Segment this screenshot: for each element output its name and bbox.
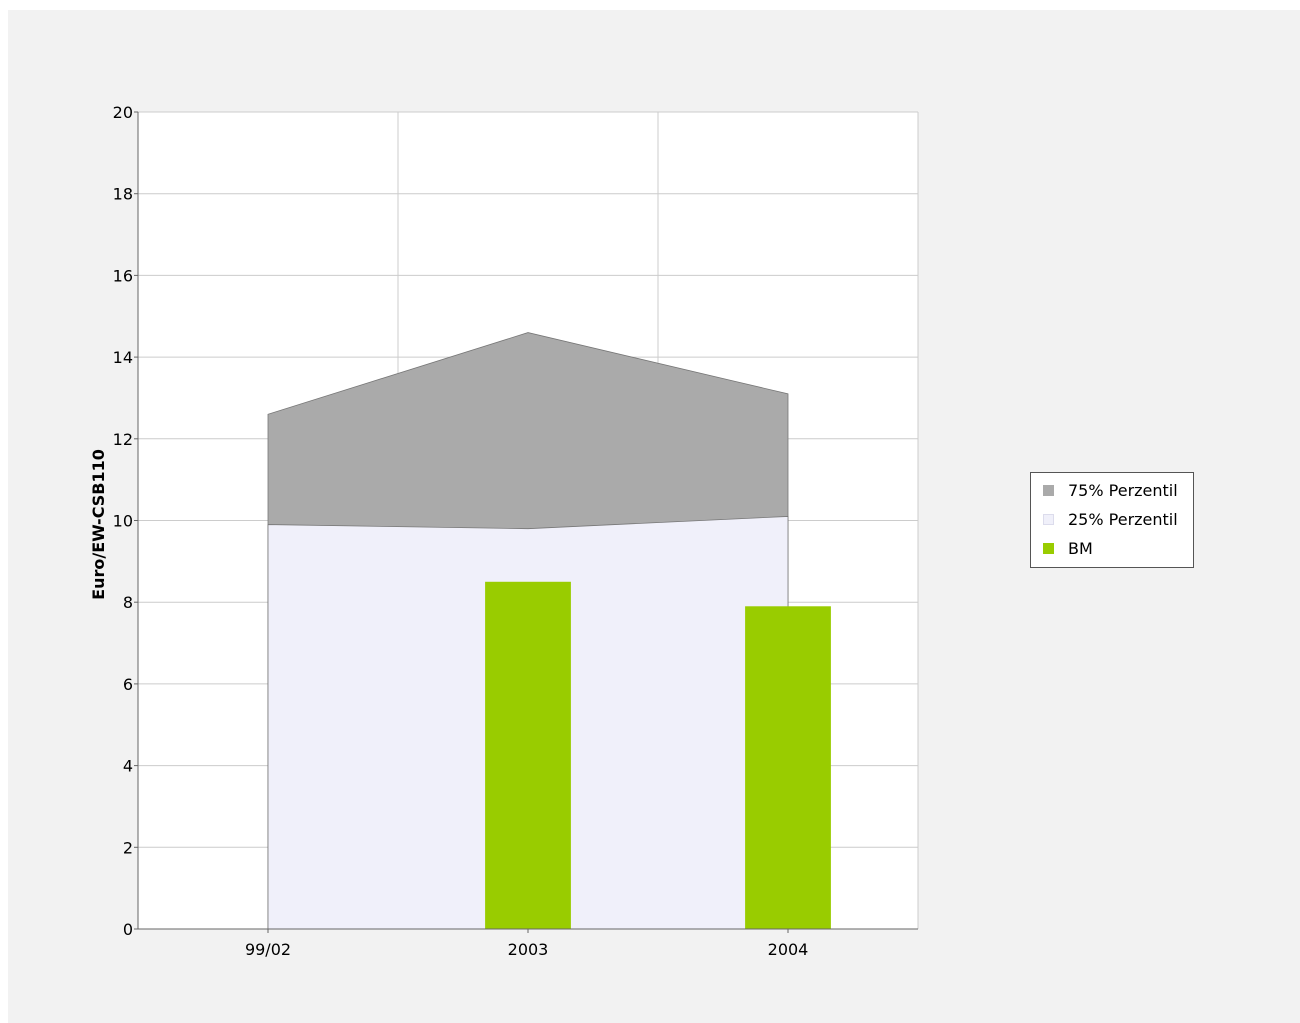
y-tick-label: 4	[123, 757, 133, 776]
bar-2004	[745, 606, 831, 929]
x-tick-label: 2004	[768, 940, 809, 959]
legend-item: BM	[1043, 538, 1093, 558]
y-tick-label: 2	[123, 838, 133, 857]
legend-swatch	[1043, 513, 1054, 525]
bar-2003	[485, 581, 571, 929]
y-tick-label: 20	[113, 103, 133, 122]
y-tick-label: 12	[113, 430, 133, 449]
legend-item: 75% Perzentil	[1043, 480, 1178, 500]
y-tick-label: 10	[113, 512, 133, 531]
legend-label: 75% Perzentil	[1068, 480, 1178, 500]
legend-item: 25% Perzentil	[1043, 509, 1178, 529]
y-tick-label: 0	[123, 920, 133, 939]
legend-swatch	[1043, 542, 1054, 554]
x-tick-label: 99/02	[245, 940, 291, 959]
y-tick-label: 16	[113, 266, 133, 285]
y-axis-label: Euro/EW-CSB110	[89, 449, 108, 600]
y-tick-label: 18	[113, 185, 133, 204]
legend-swatch	[1043, 484, 1054, 496]
y-tick-label: 8	[123, 593, 133, 612]
legend: 75% Perzentil 25% Perzentil BM	[1030, 472, 1194, 568]
x-tick-label: 2003	[508, 940, 549, 959]
legend-label: BM	[1068, 538, 1093, 558]
y-tick-label: 6	[123, 675, 133, 694]
legend-label: 25% Perzentil	[1068, 509, 1178, 529]
y-tick-label: 14	[113, 348, 133, 367]
bar-series	[485, 581, 831, 929]
axes: 0 2 4 6 8 10 12 14 16 18 20 99/02 2003 2004	[113, 103, 918, 959]
